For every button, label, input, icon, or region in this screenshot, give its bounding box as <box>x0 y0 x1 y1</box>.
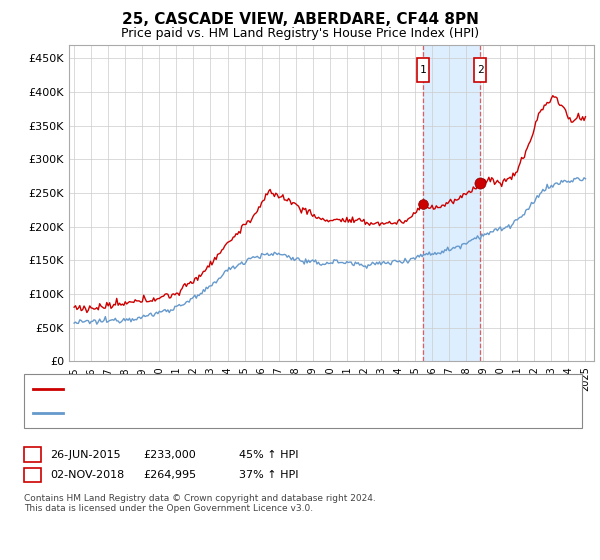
Text: 2: 2 <box>29 470 36 480</box>
Text: 1: 1 <box>420 65 427 75</box>
Text: 26-JUN-2015: 26-JUN-2015 <box>50 450 121 460</box>
Text: 37% ↑ HPI: 37% ↑ HPI <box>239 470 298 480</box>
Text: 25, CASCADE VIEW, ABERDARE, CF44 8PN: 25, CASCADE VIEW, ABERDARE, CF44 8PN <box>122 12 478 27</box>
Text: £233,000: £233,000 <box>143 450 196 460</box>
Text: 2: 2 <box>477 65 484 75</box>
Text: 25, CASCADE VIEW, ABERDARE, CF44 8PN (detached house): 25, CASCADE VIEW, ABERDARE, CF44 8PN (de… <box>69 384 407 394</box>
Bar <box>423 45 481 361</box>
FancyBboxPatch shape <box>475 58 486 82</box>
Text: HPI: Average price, detached house, Rhondda Cynon Taf: HPI: Average price, detached house, Rhon… <box>69 408 383 418</box>
FancyBboxPatch shape <box>417 58 429 82</box>
Text: 02-NOV-2018: 02-NOV-2018 <box>50 470 124 480</box>
Text: £264,995: £264,995 <box>143 470 196 480</box>
Text: 1: 1 <box>29 450 36 460</box>
Text: 45% ↑ HPI: 45% ↑ HPI <box>239 450 298 460</box>
Text: Price paid vs. HM Land Registry's House Price Index (HPI): Price paid vs. HM Land Registry's House … <box>121 27 479 40</box>
Text: Contains HM Land Registry data © Crown copyright and database right 2024.
This d: Contains HM Land Registry data © Crown c… <box>24 494 376 514</box>
